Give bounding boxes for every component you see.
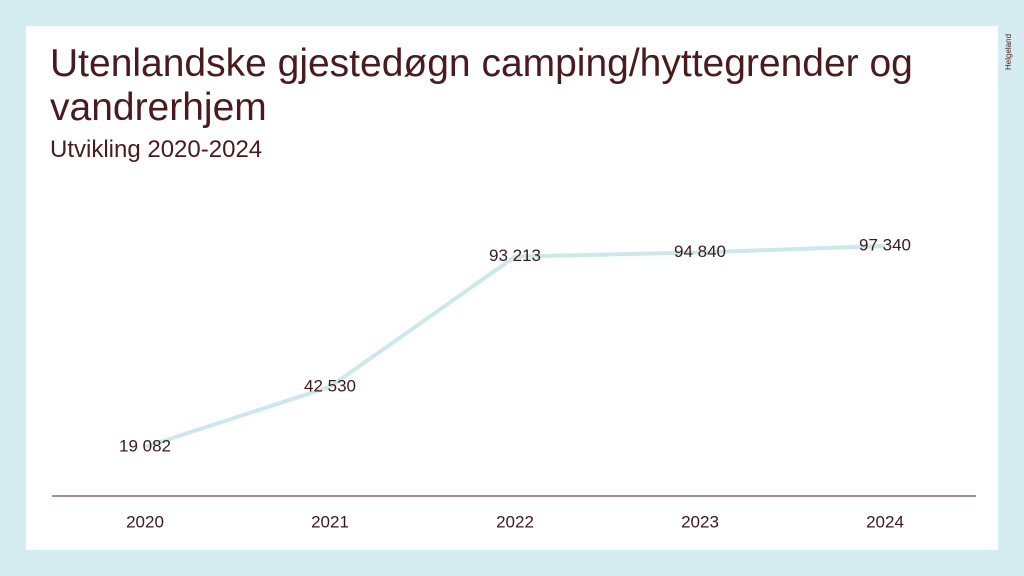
card xyxy=(26,26,998,550)
data-line xyxy=(144,244,886,449)
x-tick-label: 2020 xyxy=(126,512,164,531)
chart-subtitle: Utvikling 2020-2024 xyxy=(50,136,263,163)
chart-title: Utenlandske gjestedøgn camping/hyttegren… xyxy=(50,42,913,129)
data-label: 94 840 xyxy=(674,242,726,261)
x-tick-label: 2023 xyxy=(681,512,719,531)
x-tick-label: 2022 xyxy=(496,512,534,531)
x-tick-label: 2024 xyxy=(866,512,904,531)
data-label: 93 213 xyxy=(489,246,541,265)
x-tick-label: 2021 xyxy=(311,512,349,531)
data-label: 19 082 xyxy=(119,436,171,455)
data-label: 97 340 xyxy=(859,235,911,254)
data-label: 42 530 xyxy=(304,376,356,395)
